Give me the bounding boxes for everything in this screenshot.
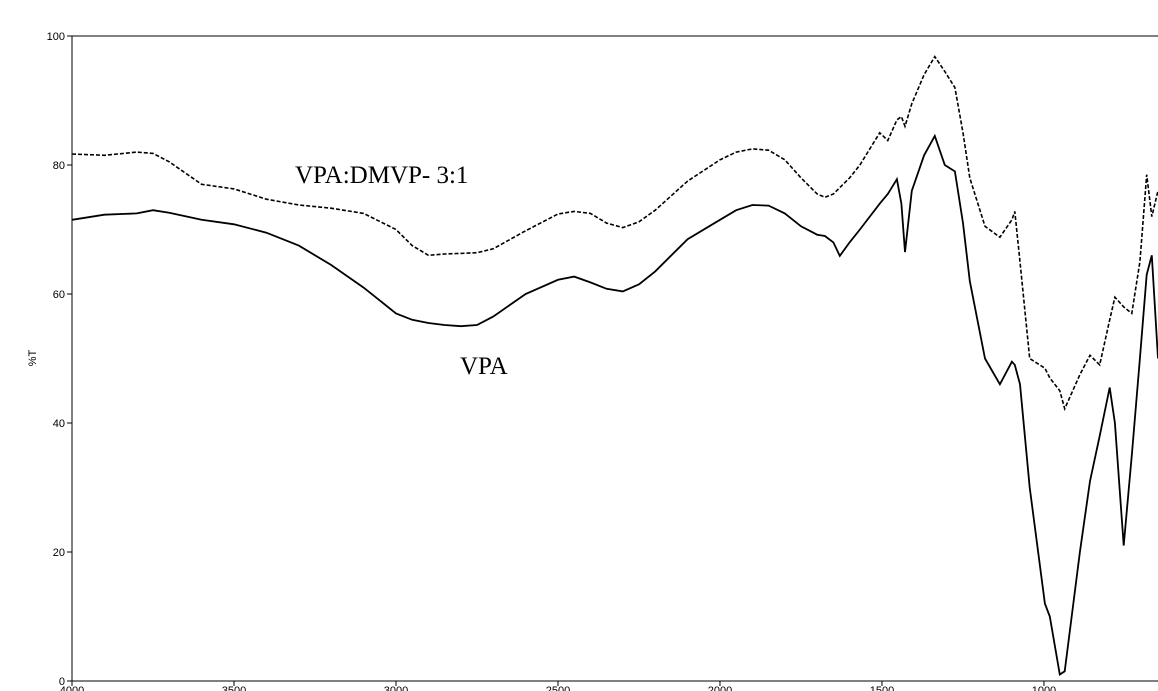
x-tick-label: 4000: [60, 685, 84, 691]
series-annotation: VPA: [460, 353, 508, 380]
y-axis-label: %T: [27, 349, 39, 366]
y-tick-label: 20: [53, 547, 65, 559]
y-tick-label: 80: [53, 160, 65, 172]
x-tick-label: 1500: [870, 685, 894, 691]
x-tick-label: 2000: [708, 685, 732, 691]
x-tick-label: 1000: [1032, 685, 1056, 691]
x-tick-label: 3000: [384, 685, 408, 691]
series-annotation: VPA:DMVP- 3:1: [295, 162, 468, 189]
x-tick-label: 2500: [546, 685, 570, 691]
y-tick-label: 40: [53, 418, 65, 430]
series-line: [72, 55, 1158, 412]
x-tick-label: 3500: [222, 685, 246, 691]
y-tick-label: 100: [47, 31, 65, 43]
y-tick-label: 0: [59, 676, 65, 688]
series-line: [72, 133, 1158, 677]
y-tick-label: 60: [53, 289, 65, 301]
